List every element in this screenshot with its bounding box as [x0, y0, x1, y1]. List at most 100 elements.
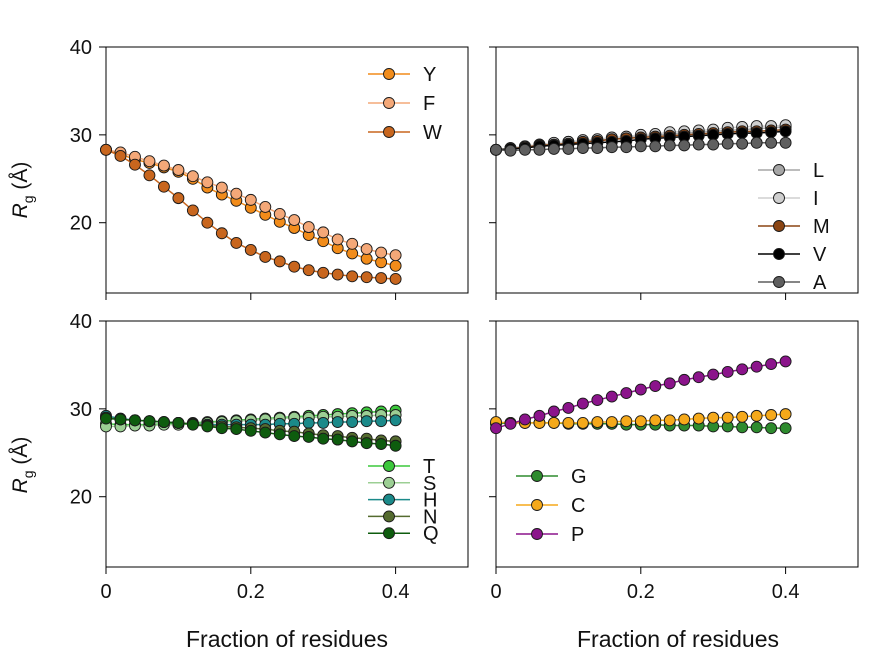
data-point [129, 158, 141, 171]
xlabel-right: Fraction of residues [577, 626, 779, 652]
data-point [331, 268, 344, 281]
legend-marker [383, 126, 395, 138]
data-point [389, 259, 402, 272]
data-point [331, 416, 344, 428]
legend-marker [531, 499, 543, 511]
data-point [562, 142, 575, 155]
data-point [331, 233, 344, 246]
legend-label: C [571, 495, 585, 517]
data-point [779, 355, 792, 368]
y-tick-label: 30 [70, 125, 92, 147]
data-point [360, 415, 373, 428]
data-point [779, 125, 792, 138]
data-point [519, 143, 531, 156]
data-point [389, 439, 402, 452]
data-point [591, 394, 604, 407]
data-point [721, 137, 734, 150]
plot-frame [495, 320, 859, 568]
data-point [288, 260, 301, 273]
data-point [259, 200, 272, 213]
data-point [244, 424, 257, 437]
data-point [765, 136, 778, 149]
plot-frame [495, 46, 859, 294]
ylabel-top: Rg (Å) [9, 162, 36, 219]
data-point [230, 236, 243, 249]
y-tick-label: 40 [70, 37, 92, 59]
data-point [114, 149, 127, 162]
data-point [663, 377, 676, 390]
data-point [201, 216, 214, 229]
data-point [230, 423, 243, 436]
data-point [678, 373, 691, 386]
data-point [765, 422, 778, 435]
data-point [172, 192, 185, 205]
data-point [634, 140, 647, 153]
data-point [707, 138, 720, 151]
ylabel-main: R [9, 478, 32, 493]
data-point [346, 270, 359, 283]
data-point [215, 181, 228, 194]
data-point [504, 144, 517, 157]
xlabel-left: Fraction of residues [186, 626, 388, 652]
ylabel-sub: g [20, 470, 36, 478]
data-point [576, 416, 589, 429]
data-point [547, 405, 560, 418]
legend-label: H [423, 490, 437, 512]
panel-bottom-right: 0 0.2 0.4 GCP [489, 320, 859, 603]
data-point [172, 164, 185, 176]
data-point [721, 411, 734, 424]
data-point [678, 413, 691, 426]
data-point [576, 397, 589, 410]
ylabel-bottom: Rg (Å) [9, 437, 36, 494]
data-point [389, 249, 402, 262]
data-point [143, 415, 156, 428]
data-point [375, 438, 388, 450]
data-point [317, 416, 330, 429]
legend-label: A [813, 272, 827, 294]
series-line [105, 149, 396, 280]
legend-label: Q [423, 523, 439, 545]
ylabel-unit: (Å) [9, 437, 32, 471]
data-point [215, 227, 228, 240]
data-point [186, 418, 199, 431]
data-point [143, 155, 156, 168]
data-point [317, 226, 330, 239]
legend-marker [773, 192, 785, 204]
data-point [317, 266, 330, 279]
data-point [273, 428, 286, 441]
data-point [273, 207, 286, 220]
data-point [765, 358, 778, 370]
series-Q [100, 412, 402, 452]
legend-label: G [571, 466, 587, 488]
data-point [765, 126, 778, 139]
data-point [490, 422, 502, 435]
ylabel-main: R [9, 203, 32, 218]
legend-marker [773, 276, 785, 288]
data-point [736, 410, 749, 423]
legend-marker [383, 68, 395, 80]
ylabel-unit: (Å) [9, 162, 32, 196]
x-tick-label: 0 [100, 581, 111, 603]
data-point [649, 380, 662, 392]
series-A [490, 136, 792, 157]
data-point [547, 416, 560, 429]
data-point [259, 426, 272, 439]
data-point [201, 176, 214, 189]
data-point [736, 127, 749, 140]
data-point [533, 143, 546, 156]
data-point [649, 140, 662, 153]
data-point [114, 413, 127, 426]
data-point [663, 414, 676, 427]
data-point [100, 412, 112, 425]
data-point [707, 368, 720, 381]
data-point [302, 416, 315, 429]
data-point [779, 136, 792, 149]
data-point [692, 138, 705, 151]
y-tick-label: 20 [70, 487, 92, 509]
data-point [576, 142, 589, 154]
legend-marker [383, 97, 395, 109]
